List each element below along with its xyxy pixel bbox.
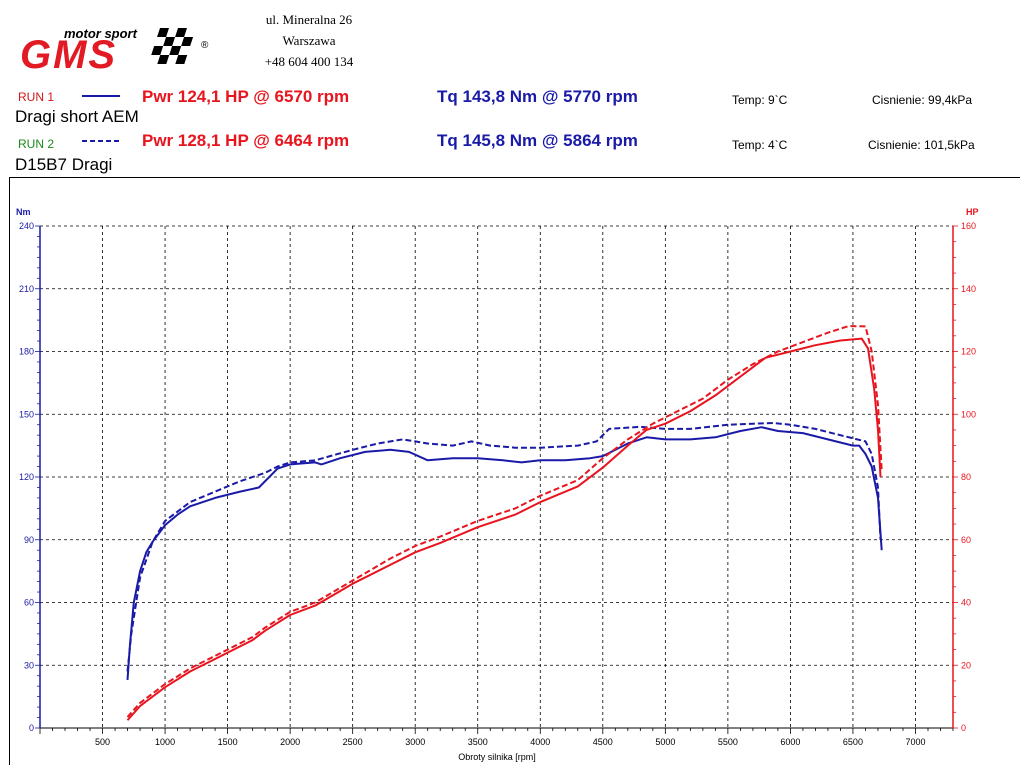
ticks: 500 1000 1500 2000 2500 3000 3500 4000 4500 5000 5… [19,221,976,747]
x-axis-label: Obroty silnika [rpm] [458,752,536,762]
address-line-1: ul. Mineralna 26 [265,12,353,27]
y-left-tick-label: 150 [19,409,34,419]
run2-power-line [126,325,883,718]
y-right-tick-label: 40 [961,598,971,608]
run1-power-line [126,337,882,721]
x-tick-label: 2000 [280,737,300,747]
y-left-tick-label: 180 [19,347,34,357]
x-tick-label: 7000 [905,737,925,747]
x-tick-label: 3500 [468,737,488,747]
grid [40,225,953,728]
logo-registered-mark: ® [201,40,209,51]
run1-temperature: Temp: 9`C [732,93,788,107]
y-left-tick-label: 30 [24,660,34,670]
logo-graphic: motor sport GMS ® [20,26,209,77]
chart-frame [9,177,1020,765]
y-right-tick-label: 80 [961,472,971,482]
x-tick-label: 5500 [718,737,738,747]
series-layer [126,325,883,721]
run1-power-result: Pwr 124,1 HP @ 6570 rpm [142,87,350,106]
run2-torque-line [126,422,882,672]
x-tick-label: 1000 [155,737,175,747]
checkered-flag-icon [151,28,194,64]
x-tick-label: 3000 [405,737,425,747]
company-logo: motor sport GMS ® [18,22,218,77]
run1-sample-name: Dragi short AEM [15,107,139,126]
x-tick-label: 4500 [593,737,613,747]
y-left-tick-label: 210 [19,284,34,294]
run2-power-result: Pwr 128,1 HP @ 6464 rpm [142,131,350,150]
run1-torque-line [126,426,883,680]
y-left-tick-label: 240 [19,221,34,231]
run2-temperature: Temp: 4`C [732,138,788,152]
logo-tagline: motor sport [64,26,138,41]
run1-torque-result: Tq 143,8 Nm @ 5770 rpm [437,87,638,106]
y-right-tick-label: 20 [961,660,971,670]
run1-line-sample [82,95,120,97]
run2-label: RUN 2 [18,137,55,151]
y-right-tick-label: 60 [961,535,971,545]
run1-label: RUN 1 [18,90,55,104]
y-right-tick-label: 140 [961,284,976,294]
y-axis-right-unit: HP [966,207,979,217]
address-line-3: +48 604 400 134 [264,54,354,69]
x-tick-label: 1500 [218,737,238,747]
x-tick-label: 2500 [343,737,363,747]
y-left-tick-label: 60 [24,598,34,608]
y-left-tick-label: 90 [24,535,34,545]
x-tick-label: 6500 [843,737,863,747]
run2-pressure: Cisnienie: 101,5kPa [868,138,975,152]
y-right-tick-label: 100 [961,409,976,419]
x-tick-label: 6000 [780,737,800,747]
logo-letters: GMS [20,33,117,74]
y-right-tick-label: 120 [961,347,976,357]
address-line-2: Warszawa [282,33,336,48]
y-left-tick-label: 120 [19,472,34,482]
x-tick-label: 500 [95,737,110,747]
run2-torque-result: Tq 145,8 Nm @ 5864 rpm [437,131,638,150]
run1-pressure: Cisnienie: 99,4kPa [872,93,973,107]
x-tick-label: 5000 [655,737,675,747]
x-tick-label: 4000 [530,737,550,747]
y-left-tick-label: 0 [29,723,34,733]
run2-sample-name: D15B7 Dragi [15,155,113,174]
y-right-tick-label: 160 [961,221,976,231]
run2-line-sample [82,140,120,142]
y-right-tick-label: 0 [961,723,966,733]
y-axis-left-unit: Nm [16,207,31,217]
